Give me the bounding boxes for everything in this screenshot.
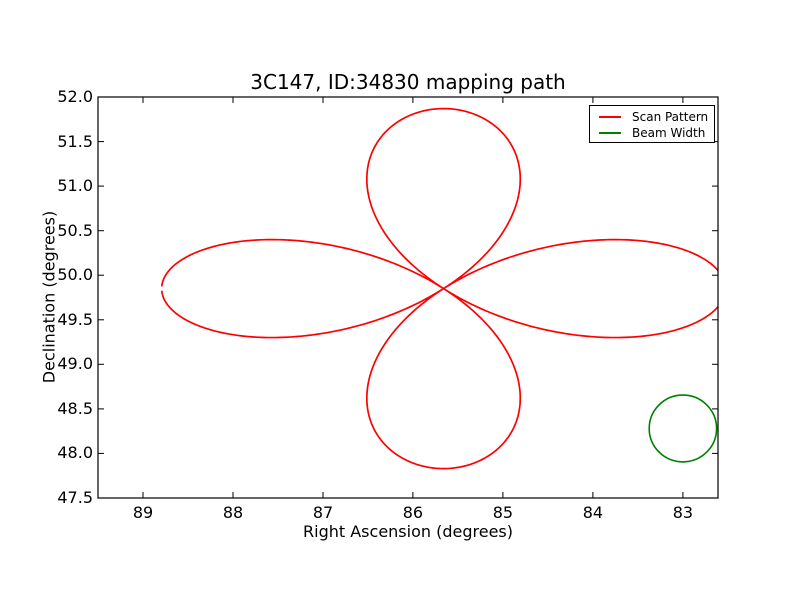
legend-entry: Beam Width <box>599 125 714 141</box>
legend: Scan Pattern Beam Width <box>589 105 715 143</box>
legend-line-sample <box>599 116 621 118</box>
axes-frame <box>97 96 719 499</box>
legend-label: Scan Pattern <box>632 110 709 124</box>
beam-width-circle <box>648 394 718 463</box>
x-axis-label: Right Ascension (degrees) <box>303 522 513 541</box>
y-axis-label: Declination (degrees) <box>39 210 59 384</box>
legend-line-sample <box>599 132 621 134</box>
tick-marks <box>98 96 718 499</box>
legend-entry: Scan Pattern <box>599 109 714 125</box>
plot-title: 3C147, ID:34830 mapping path <box>250 70 566 94</box>
legend-label: Beam Width <box>632 126 706 140</box>
series-layer <box>160 107 718 470</box>
scan-pattern-path <box>160 107 718 470</box>
